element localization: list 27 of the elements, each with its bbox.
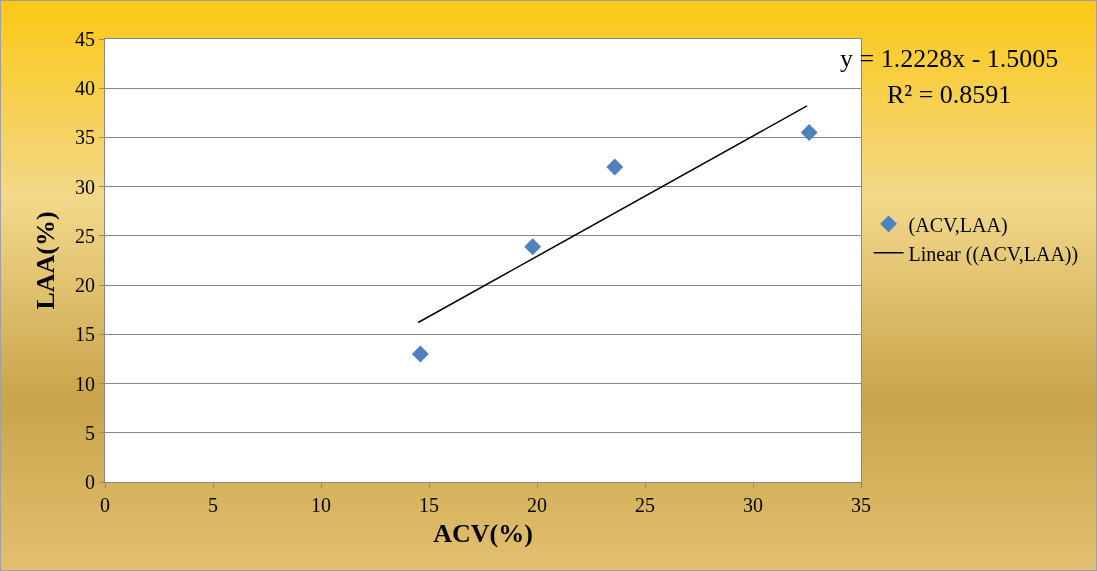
x-tick-label: 10 — [311, 494, 331, 516]
y-tick-label: 40 — [75, 77, 95, 100]
legend-label: Linear ((ACV,LAA)) — [908, 242, 1079, 266]
x-tick-label: 30 — [743, 494, 763, 516]
y-axis-title: LAA(%) — [31, 211, 61, 310]
x-tick-label: 0 — [100, 494, 110, 516]
point — [606, 158, 624, 176]
y-tick-label: 15 — [75, 323, 95, 346]
y-tick-label: 0 — [85, 471, 95, 493]
x-axis-title: ACV(%) — [433, 518, 533, 548]
x-tick-label: 20 — [527, 494, 547, 516]
x-tick-label: 35 — [851, 494, 871, 516]
point — [524, 238, 542, 256]
x-tick-label: 25 — [635, 494, 655, 516]
legend-label: (ACV,LAA) — [908, 213, 1008, 237]
y-tick-label: 45 — [75, 28, 95, 50]
y-tick-label: 10 — [75, 372, 95, 395]
point — [800, 124, 818, 141]
x-tick-label: 15 — [419, 494, 439, 516]
y-tick-label: 35 — [75, 126, 95, 149]
x-tick-label: 5 — [208, 494, 218, 516]
y-tick-label: 30 — [75, 175, 95, 198]
y-tick-label: 25 — [75, 224, 95, 247]
point — [411, 345, 429, 363]
text: R² = 0.8591 — [887, 80, 1012, 109]
y-tick-label: 5 — [85, 421, 95, 444]
y-tick-label: 20 — [75, 274, 95, 297]
